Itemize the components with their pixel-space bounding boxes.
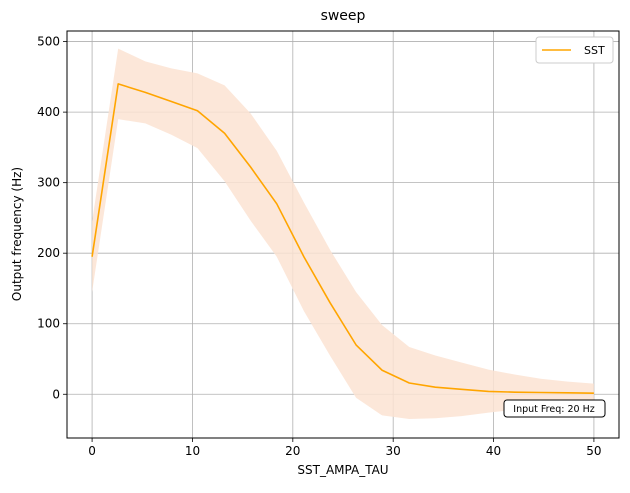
y-axis-label: Output frequency (Hz) [10,167,24,301]
series-line [91,83,594,395]
x-tick-label: 50 [586,444,601,458]
x-tick-label: 30 [386,444,401,458]
legend: SST [535,36,614,64]
y-tick-label: 400 [37,105,60,119]
annotation-text: Input Freq: 20 Hz [513,404,594,415]
y-tick-label: 0 [52,387,60,401]
x-tick-label: 40 [486,444,501,458]
series-band [92,48,594,419]
legend-box [535,36,614,64]
plot-frame [66,30,620,439]
x-tick-label: 10 [185,444,200,458]
x-tick-label: 20 [285,444,300,458]
y-tick-label: 500 [37,35,60,49]
chart-title: sweep [321,8,366,24]
annotation-box [503,399,606,418]
x-axis-label: SST_AMPA_TAU [297,463,388,477]
x-axis-ticks: 0 10 20 30 40 50 [88,438,602,458]
x-tick-label: 0 [88,444,96,458]
y-axis-ticks: 0 100 200 300 400 500 [37,35,67,401]
y-tick-label: 300 [37,176,60,190]
y-tick-label: 100 [37,317,60,331]
legend-label-sst: SST [584,44,605,57]
confidence-band [92,48,594,419]
y-tick-label: 200 [37,246,60,260]
series-lines [91,83,594,395]
annotation: Input Freq: 20 Hz [503,399,606,418]
